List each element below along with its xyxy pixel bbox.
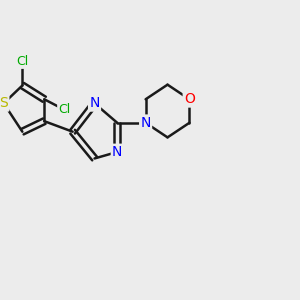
Text: N: N: [112, 145, 122, 159]
Text: Cl: Cl: [16, 55, 28, 68]
Text: O: O: [184, 92, 195, 106]
Text: S: S: [0, 96, 8, 110]
Text: N: N: [140, 116, 151, 130]
Text: N: N: [89, 96, 100, 110]
Text: Cl: Cl: [58, 103, 71, 116]
